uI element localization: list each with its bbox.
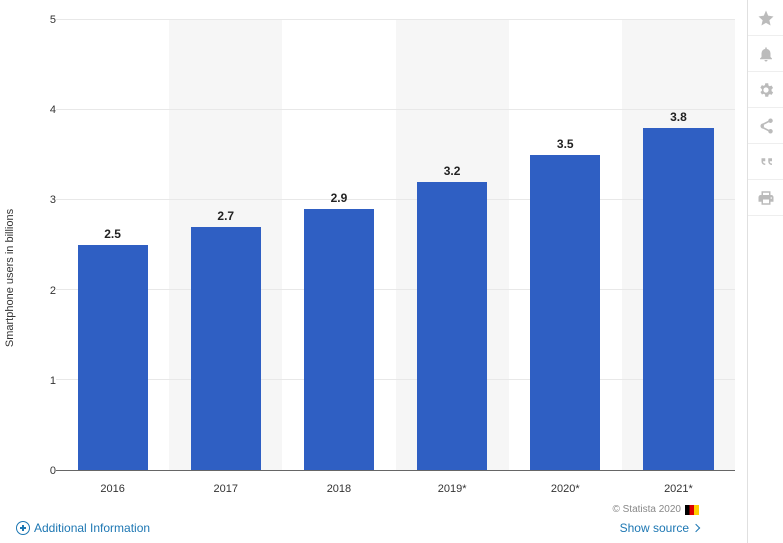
y-tick: 2 (38, 285, 56, 297)
bar-value-label: 3.5 (557, 137, 574, 151)
bar[interactable] (417, 182, 487, 470)
quote-button[interactable] (748, 144, 783, 180)
x-axis: 2016201720182019*2020*2021* (56, 475, 735, 495)
x-tick: 2020* (509, 475, 622, 495)
y-tick: 0 (38, 465, 56, 477)
bell-icon (757, 45, 775, 63)
bar-value-label: 3.2 (444, 164, 461, 178)
print-button[interactable] (748, 180, 783, 216)
copyright: © Statista 2020 (612, 504, 699, 515)
chart-footer: © Statista 2020 Additional Information S… (16, 503, 699, 535)
quote-icon (757, 153, 775, 171)
share-icon (757, 117, 775, 135)
y-tick: 3 (38, 194, 56, 206)
y-tick: 4 (38, 104, 56, 116)
y-axis-label: Smartphone users in billions (4, 208, 16, 346)
additional-info-label: Additional Information (34, 521, 150, 535)
x-tick: 2016 (56, 475, 169, 495)
gear-button[interactable] (748, 72, 783, 108)
show-source-link[interactable]: Show source (620, 521, 699, 535)
x-tick: 2019* (396, 475, 509, 495)
bar-group: 3.2 (396, 20, 509, 470)
y-tick: 5 (38, 14, 56, 26)
bar[interactable] (304, 209, 374, 470)
bar-value-label: 3.8 (670, 110, 687, 124)
copyright-text: © Statista 2020 (612, 504, 681, 515)
bar-value-label: 2.9 (331, 191, 348, 205)
bar-group: 2.7 (169, 20, 282, 470)
bar[interactable] (191, 227, 261, 470)
bar-group: 3.5 (509, 20, 622, 470)
bar-value-label: 2.7 (217, 209, 234, 223)
additional-info-link[interactable]: Additional Information (16, 521, 150, 535)
share-button[interactable] (748, 108, 783, 144)
show-source-label: Show source (620, 521, 689, 535)
bar-value-label: 2.5 (104, 227, 121, 241)
bar-group: 2.5 (56, 20, 169, 470)
chevron-right-icon (692, 524, 700, 532)
x-tick: 2021* (622, 475, 735, 495)
plot-area: 2.5 2.7 2.9 3.2 3.5 3.8 (56, 20, 735, 471)
gear-icon (757, 81, 775, 99)
x-tick: 2017 (169, 475, 282, 495)
x-tick: 2018 (282, 475, 395, 495)
plus-icon (16, 521, 30, 535)
bell-button[interactable] (748, 36, 783, 72)
y-tick: 1 (38, 375, 56, 387)
star-icon (757, 9, 775, 27)
bars-container: 2.5 2.7 2.9 3.2 3.5 3.8 (56, 20, 735, 470)
print-icon (757, 189, 775, 207)
bar-group: 3.8 (622, 20, 735, 470)
y-axis: 012345 (38, 20, 56, 471)
bar[interactable] (530, 155, 600, 470)
bar-group: 2.9 (282, 20, 395, 470)
side-toolbar (747, 0, 783, 543)
bar[interactable] (643, 128, 713, 470)
flag-icon (685, 505, 699, 515)
chart-area: Smartphone users in billions 012345 2.52… (0, 0, 747, 543)
star-button[interactable] (748, 0, 783, 36)
bar[interactable] (78, 245, 148, 470)
